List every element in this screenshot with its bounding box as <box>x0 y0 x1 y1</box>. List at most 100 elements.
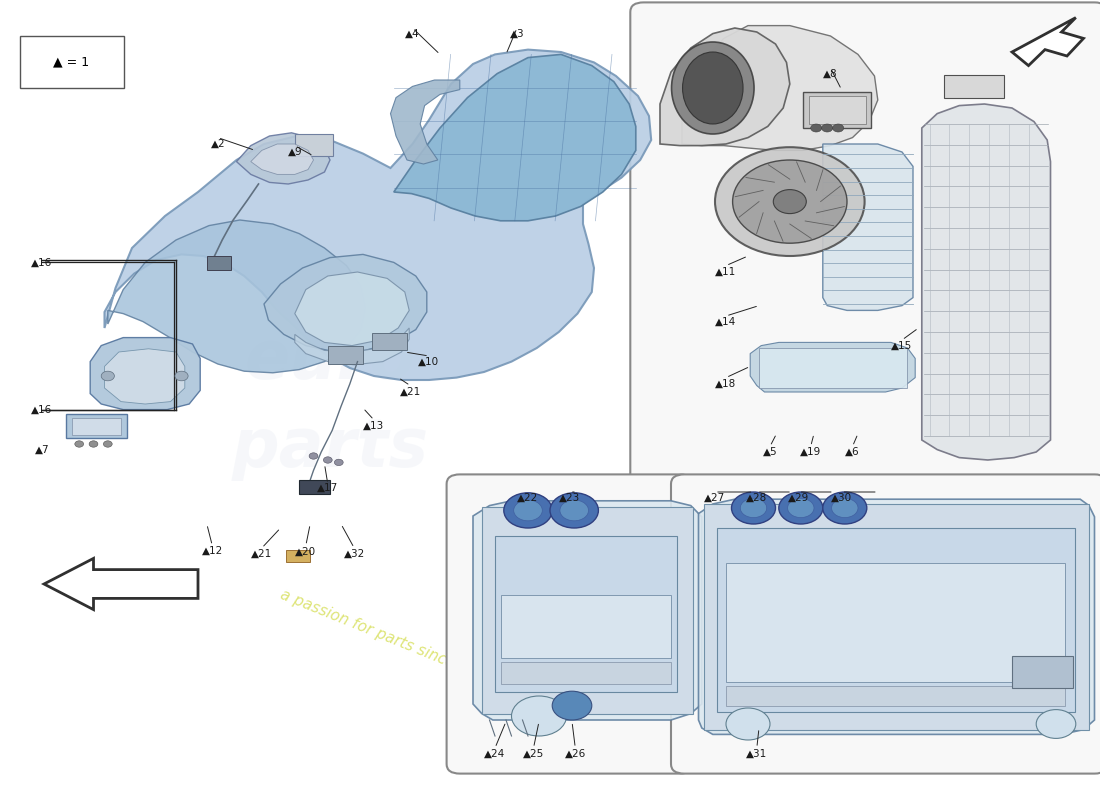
Circle shape <box>512 696 566 736</box>
Bar <box>482 507 693 714</box>
Circle shape <box>715 147 865 256</box>
Polygon shape <box>251 144 314 174</box>
Bar <box>803 92 871 128</box>
Text: ▲4: ▲4 <box>405 29 420 38</box>
Text: ▲23: ▲23 <box>559 493 581 502</box>
Polygon shape <box>295 272 409 346</box>
Bar <box>808 96 866 124</box>
Text: ▲15: ▲15 <box>891 341 913 350</box>
Text: ▲21: ▲21 <box>399 387 421 397</box>
Bar <box>207 256 231 270</box>
Bar <box>726 686 1065 706</box>
Text: ▲24: ▲24 <box>484 749 506 758</box>
Text: ▲18: ▲18 <box>715 379 737 389</box>
Bar <box>1012 656 1072 688</box>
Polygon shape <box>1012 18 1084 66</box>
Bar <box>717 528 1075 712</box>
Text: euro: euro <box>244 327 416 393</box>
Text: parts: parts <box>231 415 429 481</box>
Bar <box>66 414 126 438</box>
Text: ▲31: ▲31 <box>746 749 768 758</box>
Circle shape <box>822 124 833 132</box>
Circle shape <box>788 498 814 518</box>
FancyBboxPatch shape <box>630 2 1100 494</box>
Text: ▲29: ▲29 <box>788 493 810 502</box>
Polygon shape <box>660 28 790 146</box>
Text: ▲9: ▲9 <box>287 147 303 157</box>
Circle shape <box>732 492 775 524</box>
Text: ▲6: ▲6 <box>845 447 860 457</box>
Bar <box>500 662 671 684</box>
Bar <box>286 550 310 562</box>
Circle shape <box>323 457 332 463</box>
Bar <box>704 504 1089 730</box>
Text: ▲12: ▲12 <box>201 546 223 555</box>
Circle shape <box>773 190 806 214</box>
Ellipse shape <box>671 42 755 134</box>
Text: ▲27: ▲27 <box>704 493 726 502</box>
Polygon shape <box>473 501 702 720</box>
Circle shape <box>1036 710 1076 738</box>
Bar <box>500 595 671 658</box>
Text: ▲20: ▲20 <box>295 547 317 557</box>
Polygon shape <box>295 328 409 365</box>
Polygon shape <box>750 342 915 392</box>
Text: a passion for parts since...: a passion for parts since... <box>277 587 471 677</box>
Circle shape <box>175 371 188 381</box>
Ellipse shape <box>682 52 744 124</box>
Text: ▲5: ▲5 <box>762 447 778 457</box>
Polygon shape <box>90 338 200 410</box>
Circle shape <box>89 441 98 447</box>
Bar <box>944 75 1004 98</box>
Polygon shape <box>698 499 1094 734</box>
Text: ▲13: ▲13 <box>363 421 385 430</box>
Circle shape <box>75 441 84 447</box>
Bar <box>295 134 333 156</box>
Bar <box>328 346 363 364</box>
Bar <box>72 418 121 435</box>
Polygon shape <box>104 349 185 404</box>
Circle shape <box>726 708 770 740</box>
Circle shape <box>832 498 858 518</box>
Polygon shape <box>236 133 330 184</box>
Text: ▲8: ▲8 <box>823 69 838 78</box>
Bar <box>726 563 1065 682</box>
Text: ▲30: ▲30 <box>830 493 852 502</box>
Bar <box>759 348 907 388</box>
Text: ▲16: ▲16 <box>31 405 53 414</box>
Circle shape <box>101 371 114 381</box>
Polygon shape <box>104 50 651 380</box>
Bar <box>299 480 330 494</box>
Polygon shape <box>394 54 636 221</box>
Circle shape <box>514 500 542 521</box>
Text: ▲10: ▲10 <box>418 357 440 366</box>
Text: ▲25: ▲25 <box>522 749 544 758</box>
Text: ▲22: ▲22 <box>517 493 539 502</box>
Circle shape <box>504 493 552 528</box>
Text: ▲28: ▲28 <box>746 493 768 502</box>
Text: ▲19: ▲19 <box>800 447 822 457</box>
Text: ▲17: ▲17 <box>317 483 339 493</box>
Circle shape <box>811 124 822 132</box>
Text: ▲16: ▲16 <box>31 258 53 267</box>
Bar <box>372 333 407 350</box>
Circle shape <box>733 160 847 243</box>
Text: ▲32: ▲32 <box>343 549 365 558</box>
Text: ▲2: ▲2 <box>210 139 225 149</box>
Polygon shape <box>390 80 460 164</box>
Text: ▲11: ▲11 <box>715 267 737 277</box>
Polygon shape <box>264 254 427 352</box>
Polygon shape <box>44 558 198 610</box>
Circle shape <box>560 500 588 521</box>
Circle shape <box>309 453 318 459</box>
Polygon shape <box>922 104 1050 460</box>
Text: ▲3: ▲3 <box>509 29 525 38</box>
Bar <box>495 536 676 692</box>
Circle shape <box>334 459 343 466</box>
Bar <box>20 36 124 88</box>
Text: ▲26: ▲26 <box>564 749 586 758</box>
Circle shape <box>740 498 767 518</box>
Circle shape <box>779 492 823 524</box>
Polygon shape <box>108 220 365 373</box>
FancyBboxPatch shape <box>671 474 1100 774</box>
